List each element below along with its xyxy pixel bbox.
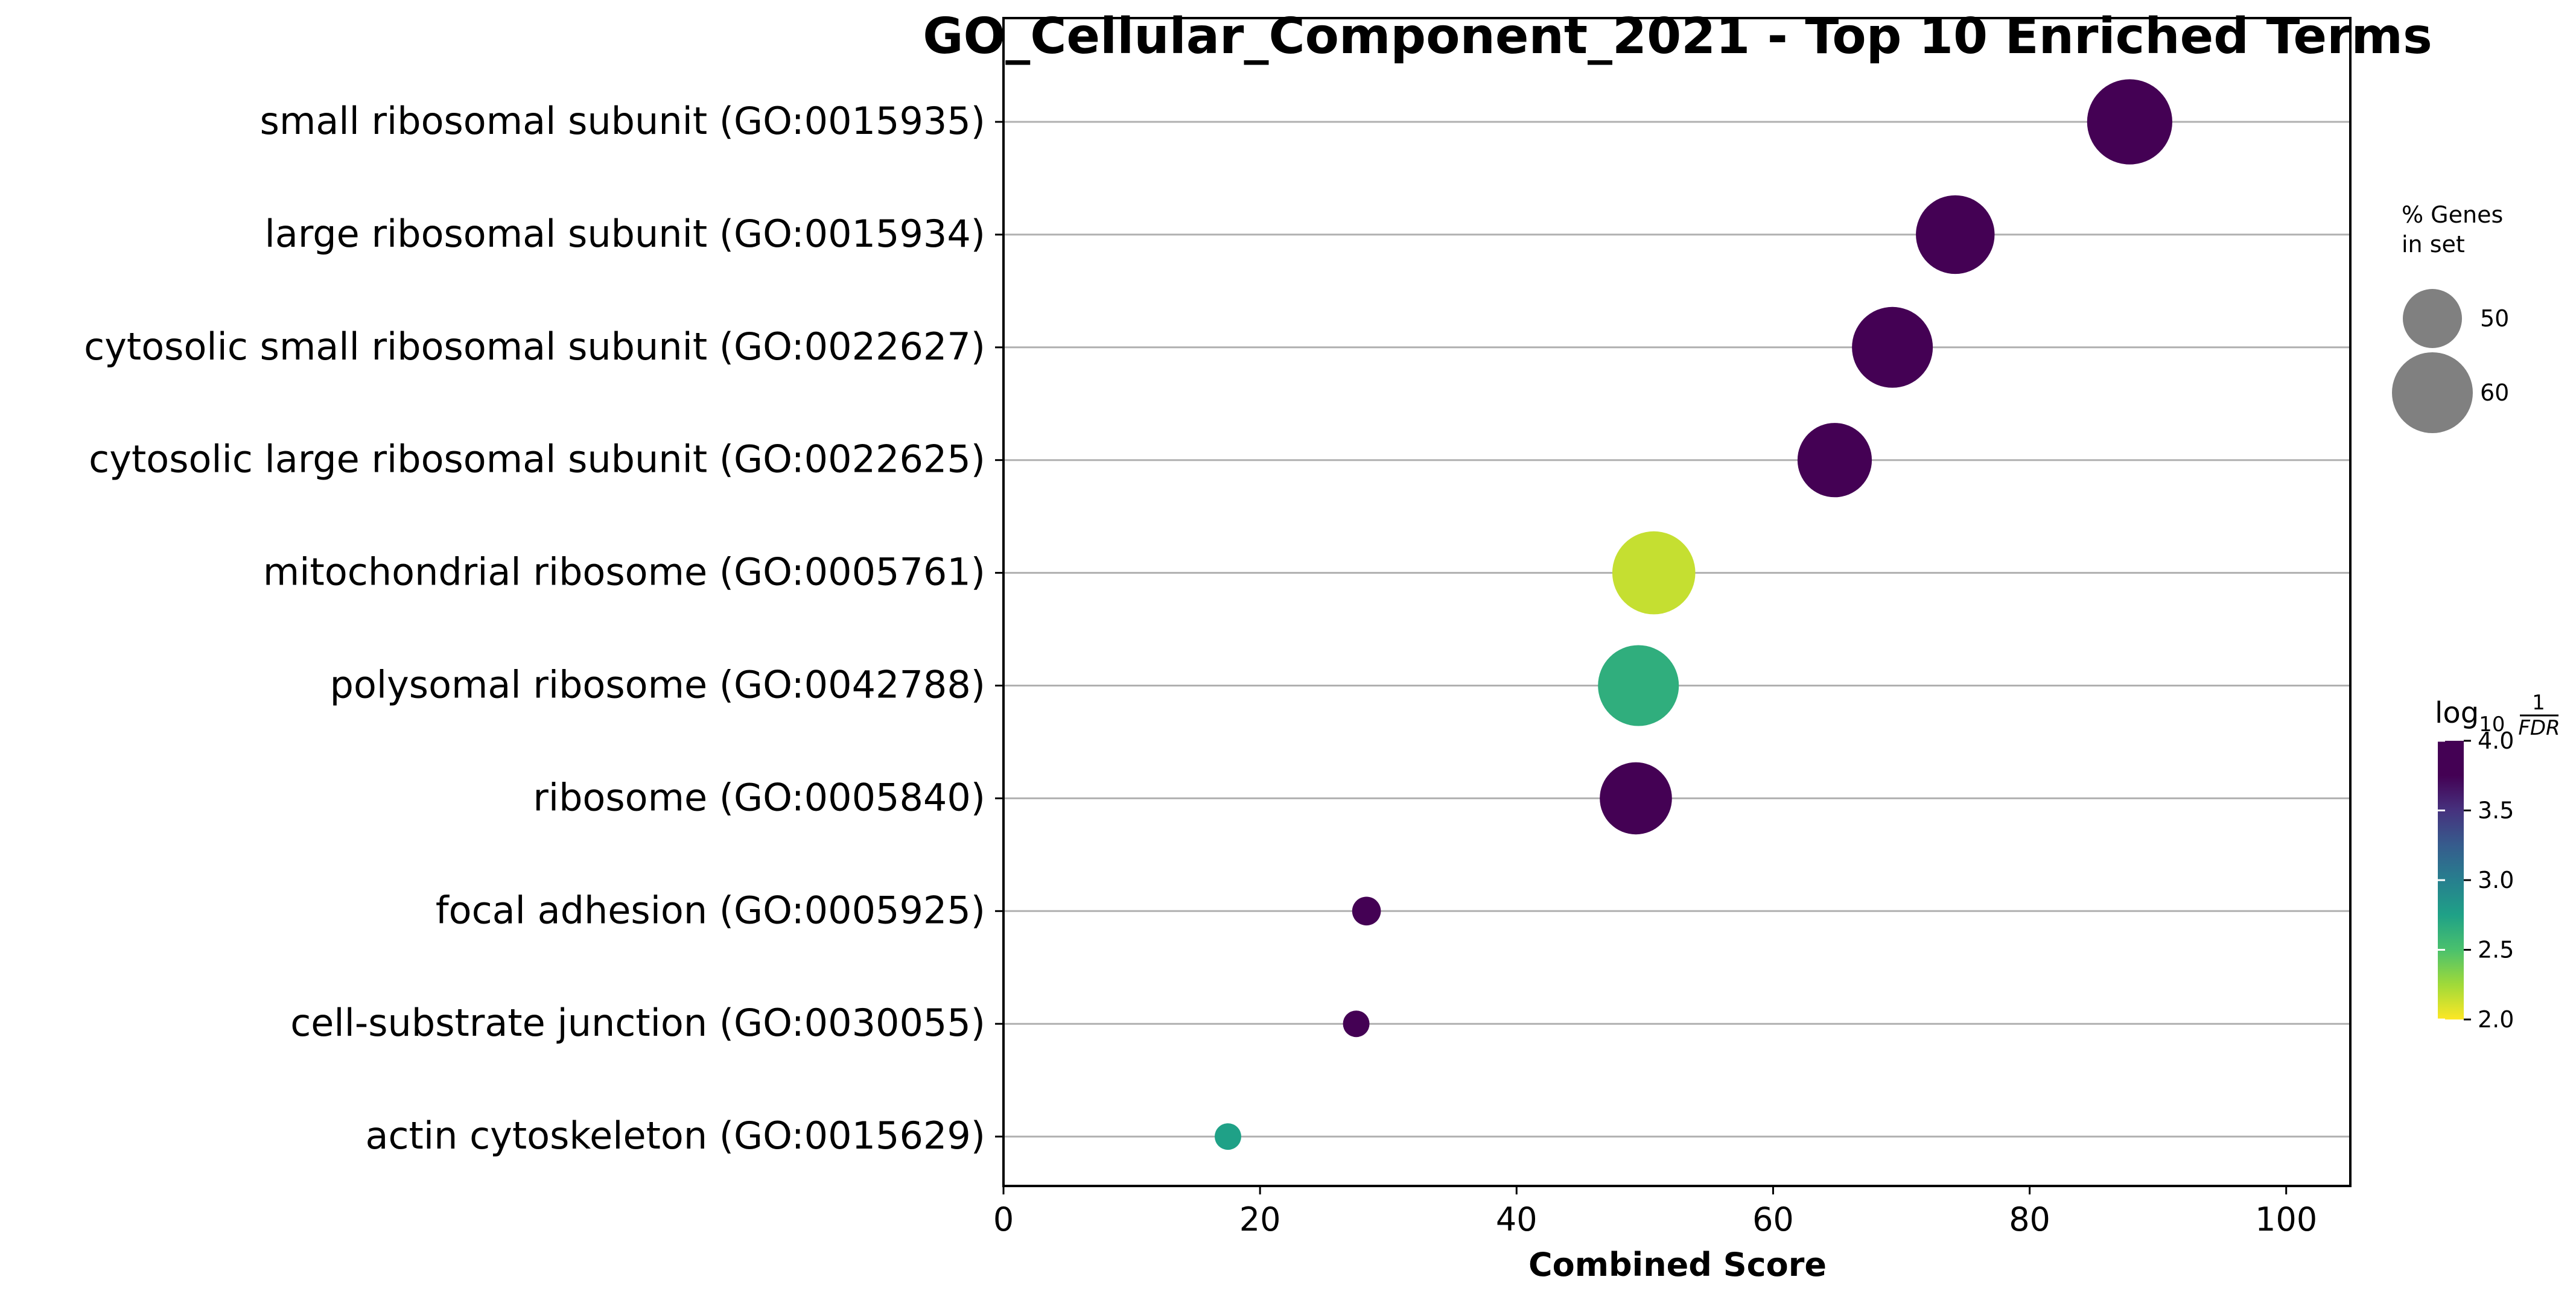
data-points bbox=[1215, 79, 2172, 1150]
x-tick-label: 80 bbox=[2009, 1200, 2050, 1238]
colorbar-title-frac-num: 1 bbox=[2532, 691, 2545, 715]
x-axis-label: Combined Score bbox=[1528, 1246, 1827, 1284]
y-tick-label: large ribosomal subunit (GO:0015934) bbox=[265, 212, 985, 256]
data-point bbox=[1352, 896, 1381, 926]
data-point bbox=[1852, 306, 1933, 388]
colorbar-title-prefix: log bbox=[2435, 696, 2479, 730]
x-tick-label: 60 bbox=[1752, 1200, 1794, 1238]
colorbar-tick-label: 2.0 bbox=[2478, 1006, 2514, 1033]
data-point bbox=[1916, 195, 1995, 274]
size-legend: % Genes in set 50 60 bbox=[2392, 201, 2509, 433]
colorbar-ticks: 2.0 2.5 3.0 3.5 4.0 bbox=[2438, 728, 2514, 1033]
colorbar-title-subscript: 10 bbox=[2479, 712, 2505, 737]
colorbar-title-frac-den: FDR bbox=[2518, 716, 2560, 740]
x-axis-ticks: 0 20 40 60 80 100 bbox=[993, 1186, 2317, 1238]
data-point bbox=[1343, 1010, 1370, 1038]
colorbar: log10 1 FDR 2.0 2.5 3.0 3.5 4.0 bbox=[2435, 691, 2560, 1033]
size-legend-marker bbox=[2403, 289, 2462, 348]
data-point bbox=[1598, 645, 1679, 726]
y-axis-labels: small ribosomal subunit (GO:0015935) larg… bbox=[84, 99, 1003, 1158]
x-tick-label: 0 bbox=[993, 1200, 1014, 1238]
data-point bbox=[1215, 1123, 1241, 1150]
x-tick-label: 20 bbox=[1239, 1200, 1281, 1238]
colorbar-title: log10 bbox=[2435, 696, 2505, 737]
data-point bbox=[1600, 762, 1672, 835]
size-legend-title-line2: in set bbox=[2402, 231, 2465, 258]
y-tick-label: actin cytoskeleton (GO:0015629) bbox=[365, 1114, 985, 1158]
y-tick-label: ribosome (GO:0005840) bbox=[533, 775, 985, 819]
size-legend-label: 60 bbox=[2480, 379, 2509, 406]
y-tick-label: polysomal ribosome (GO:0042788) bbox=[330, 663, 985, 707]
colorbar-tick-label: 3.0 bbox=[2478, 867, 2514, 893]
y-tick-label: small ribosomal subunit (GO:0015935) bbox=[260, 99, 985, 143]
size-legend-label: 50 bbox=[2480, 305, 2509, 332]
x-tick-label: 100 bbox=[2255, 1200, 2317, 1238]
grid-lines bbox=[1003, 121, 2350, 1138]
y-tick-label: cell-substrate junction (GO:0030055) bbox=[290, 1001, 985, 1045]
data-point bbox=[1797, 423, 1872, 498]
plot-frame bbox=[1002, 17, 2352, 1187]
colorbar-tick-label: 4.0 bbox=[2478, 728, 2514, 754]
data-point bbox=[2087, 79, 2172, 165]
y-tick-label: cytosolic small ribosomal subunit (GO:00… bbox=[84, 325, 985, 369]
data-point bbox=[1612, 531, 1696, 615]
size-legend-marker bbox=[2392, 352, 2473, 433]
colorbar-tick-label: 2.5 bbox=[2478, 937, 2514, 963]
y-tick-label: cytosolic large ribosomal subunit (GO:00… bbox=[89, 437, 985, 481]
size-legend-title-line1: % Genes bbox=[2402, 201, 2503, 228]
colorbar-tick-label: 3.5 bbox=[2478, 797, 2514, 824]
chart-title: GO_Cellular_Component_2021 - Top 10 Enri… bbox=[923, 8, 2432, 65]
x-tick-label: 40 bbox=[1496, 1200, 1538, 1238]
y-tick-label: focal adhesion (GO:0005925) bbox=[436, 888, 985, 932]
y-tick-label: mitochondrial ribosome (GO:0005761) bbox=[263, 550, 985, 594]
